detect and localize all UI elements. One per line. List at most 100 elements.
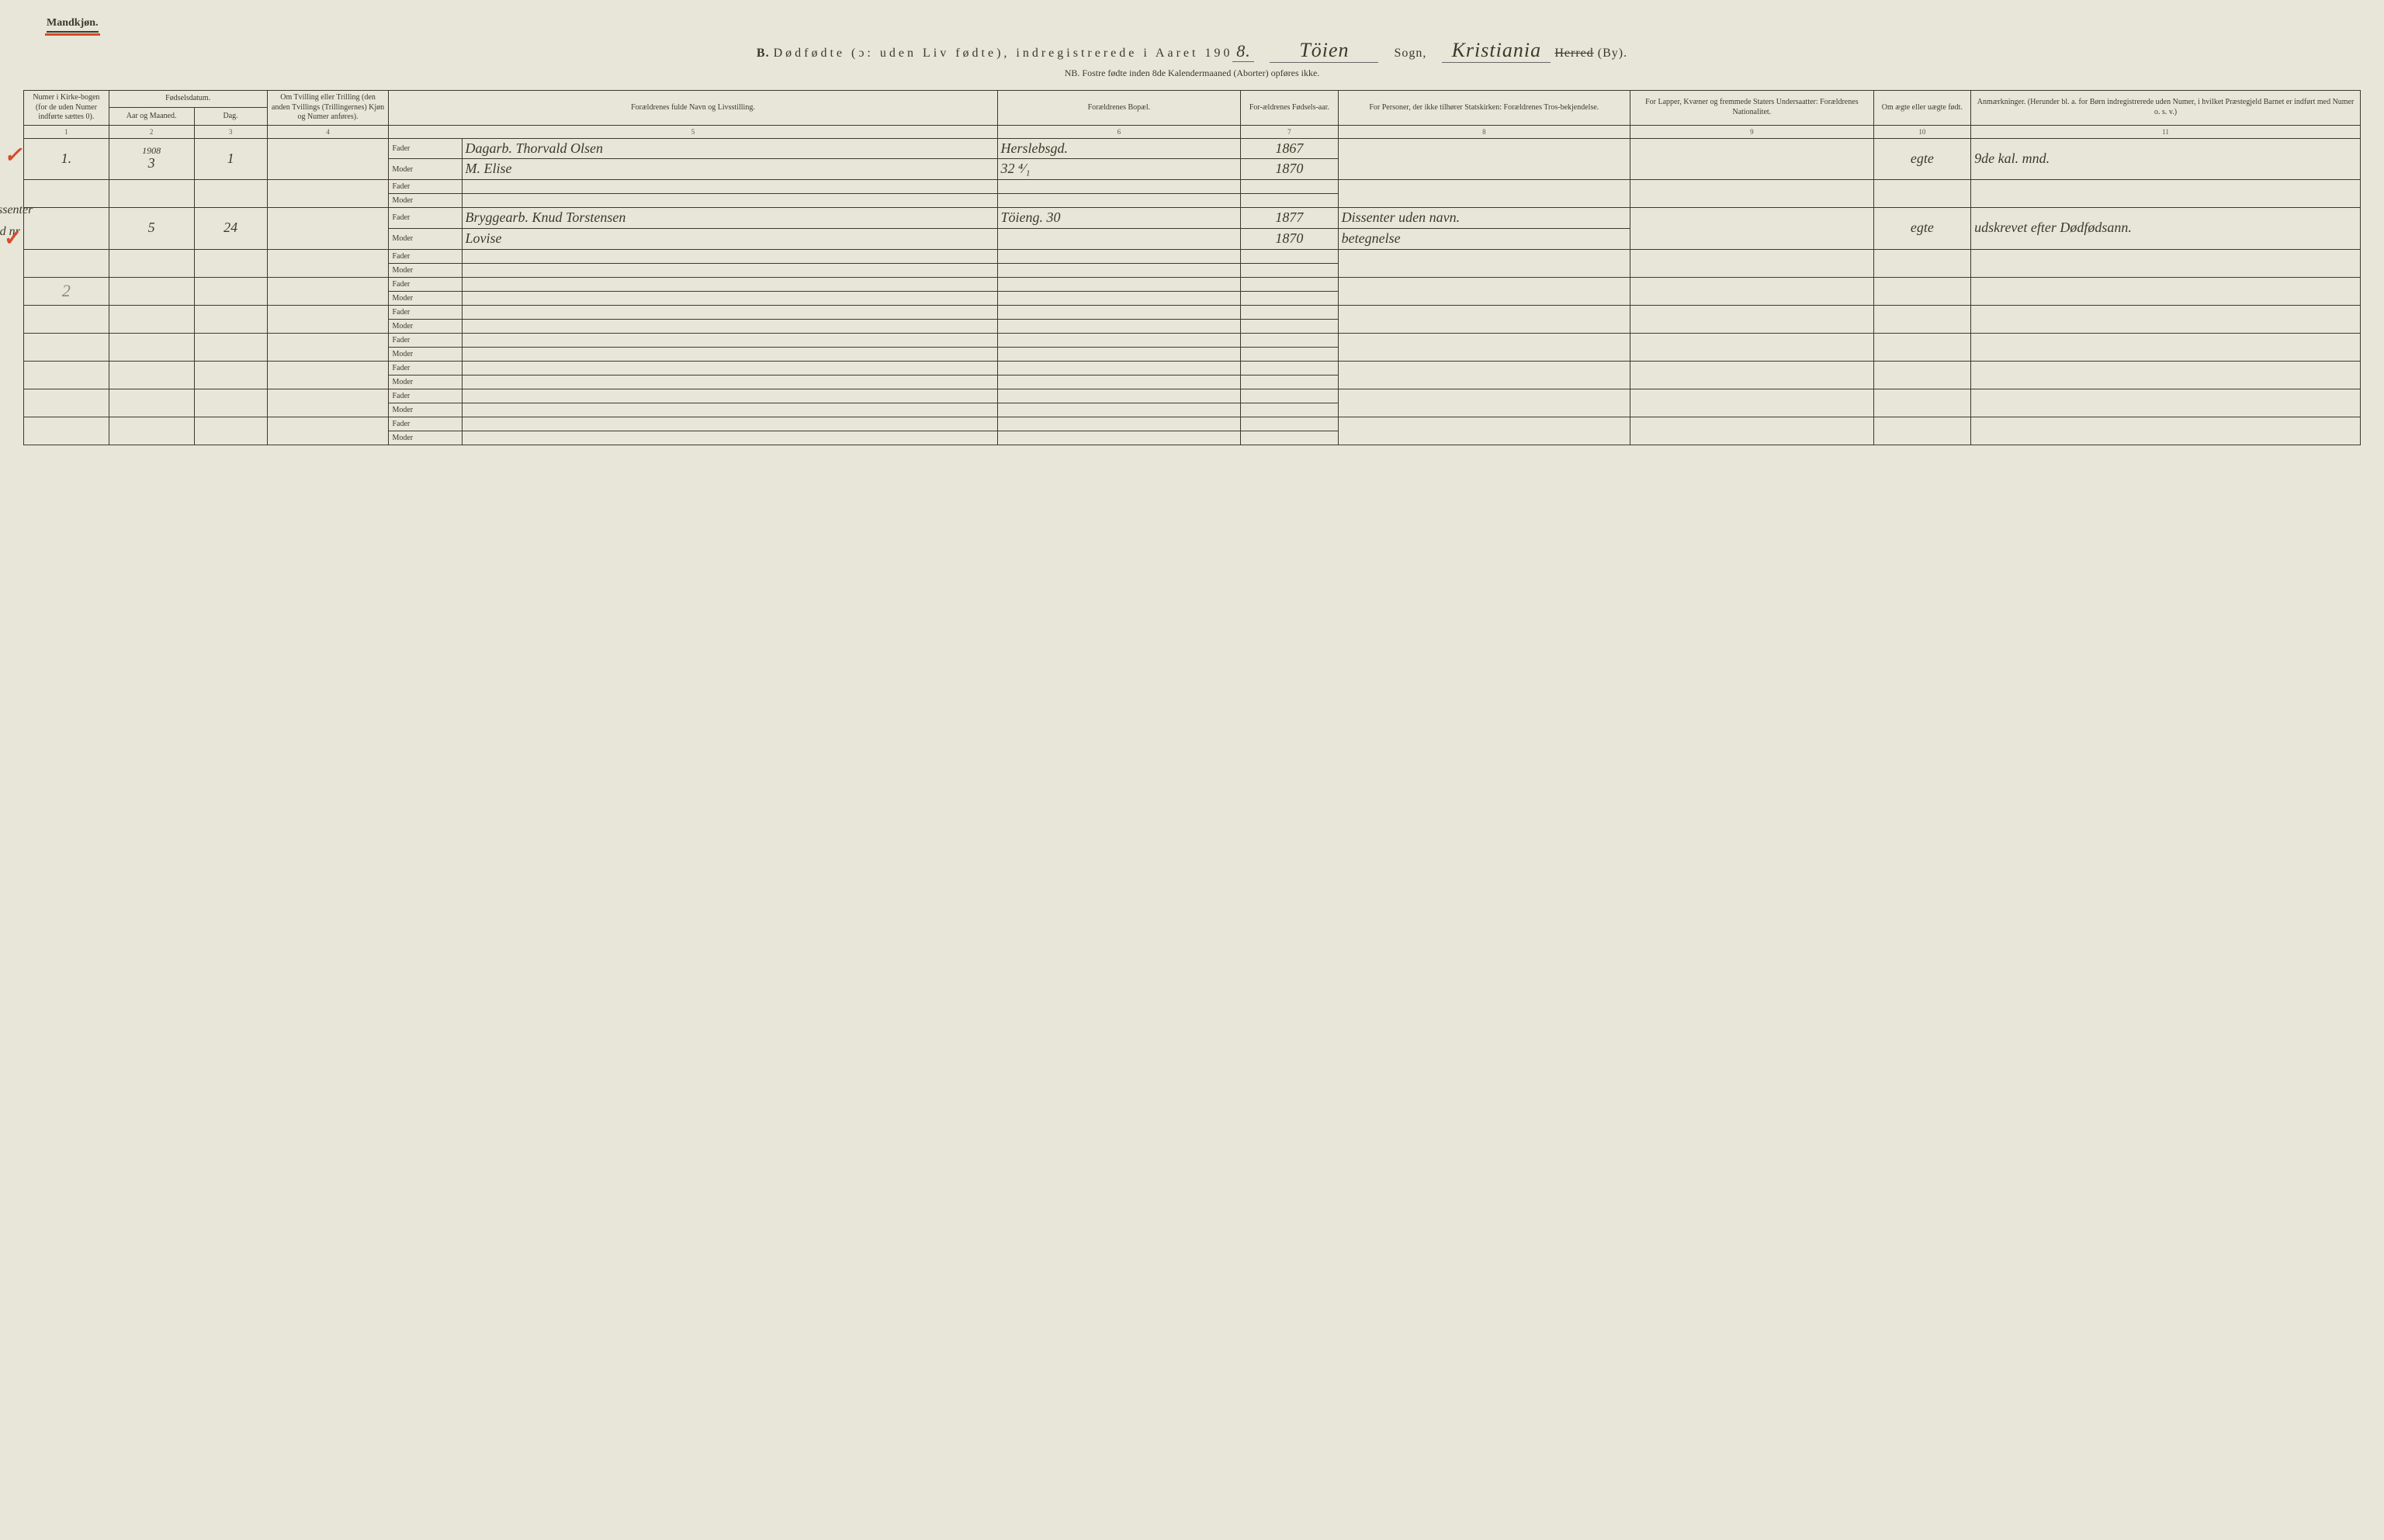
dag	[194, 249, 267, 277]
anmaerkning	[1971, 180, 2361, 208]
colnum: 5	[389, 125, 997, 138]
anmaerkning	[1971, 333, 2361, 361]
col-2a-header: Aar og Maaned.	[109, 108, 194, 125]
tvilling	[267, 208, 389, 250]
fader-aar	[1241, 417, 1338, 431]
col-6-header: Forældrenes Bopæl.	[997, 91, 1241, 126]
aegte: egte	[1873, 208, 1970, 250]
aar-maaned	[109, 417, 194, 445]
tvilling	[267, 249, 389, 277]
gender-label: Mandkjøn.	[47, 17, 99, 33]
entry-1-fader-row: ✓1.190831FaderDagarb. Thorvald OlsenHers…	[24, 138, 2361, 159]
table-body: ✓1.190831FaderDagarb. Thorvald OlsenHers…	[24, 138, 2361, 445]
tros	[1338, 180, 1630, 208]
colnum: 1	[24, 125, 109, 138]
tros-moder: betegnelse	[1338, 228, 1630, 249]
fader-aar	[1241, 277, 1338, 291]
anmaerkning	[1971, 277, 2361, 305]
moder-bopel	[997, 194, 1241, 208]
by-value: Kristiania	[1442, 39, 1551, 63]
anmaerkning	[1971, 305, 2361, 333]
fader-aar	[1241, 389, 1338, 403]
fader-label: Fader	[389, 208, 462, 229]
tvilling	[267, 389, 389, 417]
tros	[1338, 417, 1630, 445]
dag	[194, 417, 267, 445]
moder-label: Moder	[389, 263, 462, 277]
fader-label: Fader	[389, 138, 462, 159]
empty-row: 2Fader	[24, 277, 2361, 291]
moder-label: Moder	[389, 375, 462, 389]
nationalitet	[1630, 417, 1874, 445]
anmaerkning	[1971, 249, 2361, 277]
tros-fader: Dissenter uden navn.	[1338, 208, 1630, 229]
colnum: 3	[194, 125, 267, 138]
fader-bopel	[997, 333, 1241, 347]
fader-bopel: Herslebsgd.	[997, 138, 1241, 159]
entry-number: ✓1.	[24, 138, 109, 180]
red-check-mark: ✓	[4, 225, 22, 251]
fader-bopel	[997, 249, 1241, 263]
empty-row: Fader	[24, 249, 2361, 263]
aegte	[1873, 249, 1970, 277]
colnum: 6	[997, 125, 1241, 138]
col-11-header: Anmærkninger. (Herunder bl. a. for Børn …	[1971, 91, 2361, 126]
tvilling	[267, 417, 389, 445]
moder-bopel	[997, 347, 1241, 361]
nationalitet	[1630, 180, 1874, 208]
nationalitet	[1630, 305, 1874, 333]
fader-bopel	[997, 389, 1241, 403]
fader-aar	[1241, 333, 1338, 347]
col-8-header: For Personer, der ikke tilhører Statskir…	[1338, 91, 1630, 126]
fader-label: Fader	[389, 417, 462, 431]
empty-row: Fader	[24, 333, 2361, 347]
moder-name	[462, 263, 997, 277]
fader-name: Bryggearb. Knud Torstensen	[462, 208, 997, 229]
anmaerkning: udskrevet efter Dødfødsann.	[1971, 208, 2361, 250]
fader-bopel: Töieng. 30	[997, 208, 1241, 229]
fader-aar	[1241, 249, 1338, 263]
moder-label: Moder	[389, 403, 462, 417]
tros	[1338, 249, 1630, 277]
dag	[194, 277, 267, 305]
entry-number	[24, 249, 109, 277]
anmaerkning	[1971, 417, 2361, 445]
moder-aar: 1870	[1241, 228, 1338, 249]
tros	[1338, 389, 1630, 417]
moder-name	[462, 431, 997, 445]
nationalitet	[1630, 333, 1874, 361]
fader-name	[462, 361, 997, 375]
fader-name	[462, 277, 997, 291]
colnum: 9	[1630, 125, 1874, 138]
moder-bopel	[997, 403, 1241, 417]
moder-bopel	[997, 375, 1241, 389]
by-suffix: (By).	[1598, 47, 1627, 60]
tvilling	[267, 180, 389, 208]
col-10-header: Om ægte eller uægte født.	[1873, 91, 1970, 126]
moder-name	[462, 319, 997, 333]
moder-bopel	[997, 319, 1241, 333]
register-page: Mandkjøn. B. Dødfødte (ɔ: uden Liv fødte…	[23, 16, 2361, 445]
fader-name	[462, 180, 997, 194]
fader-label: Fader	[389, 249, 462, 263]
entry-number: Dissentermed nr✓	[24, 208, 109, 250]
fader-bopel	[997, 277, 1241, 291]
aar-maaned	[109, 249, 194, 277]
aegte	[1873, 277, 1970, 305]
aegte	[1873, 305, 1970, 333]
moder-name: Lovise	[462, 228, 997, 249]
sogn-label: Sogn,	[1394, 47, 1426, 60]
moder-bopel	[997, 263, 1241, 277]
moder-label: Moder	[389, 228, 462, 249]
aegte	[1873, 361, 1970, 389]
empty-row: Fader	[24, 389, 2361, 403]
moder-label: Moder	[389, 347, 462, 361]
empty-row: Fader	[24, 180, 2361, 194]
fader-bopel	[997, 180, 1241, 194]
nationalitet	[1630, 208, 1874, 250]
fader-bopel	[997, 305, 1241, 319]
empty-row: Fader	[24, 417, 2361, 431]
fader-aar: 1877	[1241, 208, 1338, 229]
pencil-number: 2	[62, 281, 71, 300]
colnum: 4	[267, 125, 389, 138]
